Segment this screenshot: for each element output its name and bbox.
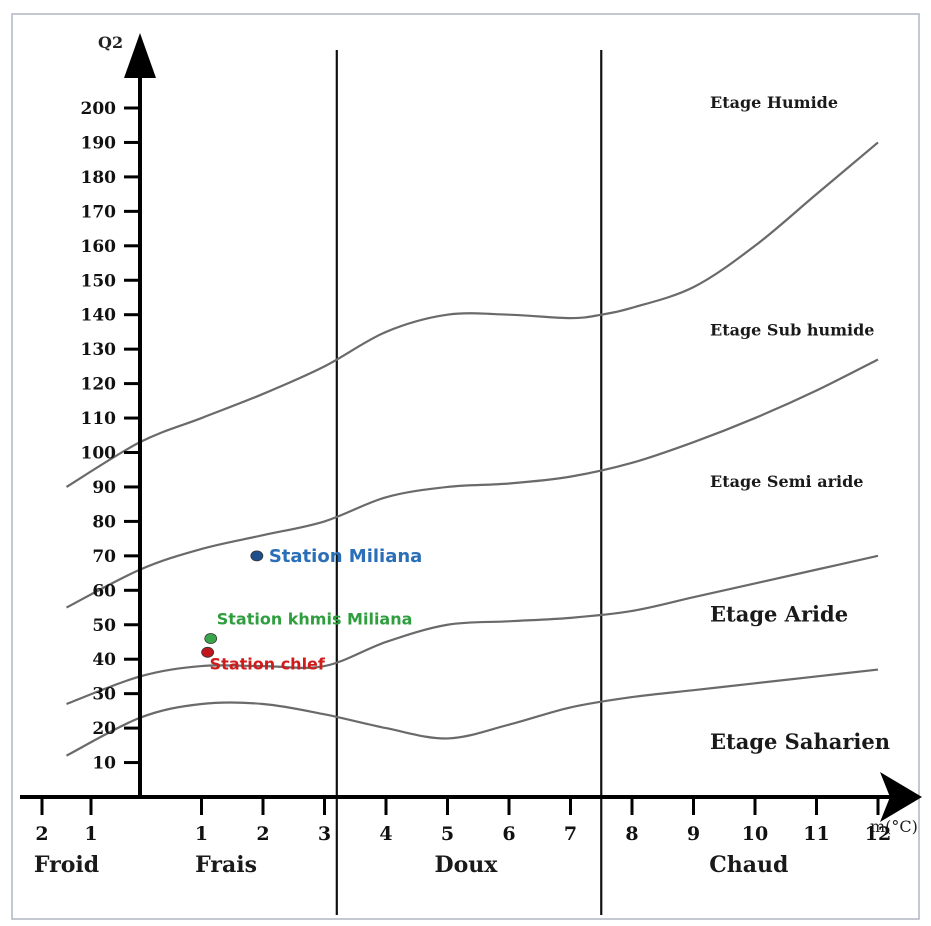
station-label: Station chlef — [210, 654, 326, 673]
etage-label: Etage Semi aride — [710, 472, 863, 491]
y-tick-label: 70 — [92, 547, 116, 567]
x-tick-label: 10 — [742, 823, 768, 845]
y-tick-label: 50 — [92, 616, 116, 636]
y-tick-label: 140 — [81, 306, 117, 326]
x-tick-label: 5 — [441, 823, 454, 845]
y-tick-label: 150 — [81, 271, 117, 291]
boundary-curve-4 — [65, 668, 879, 757]
y-tick-label: 170 — [81, 202, 117, 222]
y-tick-label: 60 — [92, 581, 116, 601]
y-tick-label: 100 — [81, 444, 117, 464]
y-tick-label: 120 — [81, 375, 117, 395]
x-tick-label: 7 — [564, 823, 577, 845]
x-tick-label: 3 — [318, 823, 331, 845]
zone-label: Froid — [34, 852, 99, 878]
y-tick-label: 90 — [92, 478, 116, 498]
station-point — [201, 646, 215, 658]
y-tick-label: 20 — [92, 719, 116, 739]
x-tick-label: 11 — [803, 823, 829, 845]
x-tick-label: 4 — [379, 823, 392, 845]
x-tick-label: 2 — [256, 823, 269, 845]
etage-label: Etage Humide — [710, 93, 838, 112]
etage-label: Etage Aride — [710, 601, 848, 626]
station-point — [204, 633, 218, 644]
boundary-curve-1 — [65, 141, 879, 488]
zone-label: Frais — [195, 852, 257, 878]
boundary-curve-2 — [65, 358, 879, 609]
chart-frame-border — [11, 13, 920, 920]
y-tick-label: 190 — [81, 133, 117, 153]
zone-label: Chaud — [709, 852, 788, 878]
x-tick-label: 1 — [84, 823, 97, 845]
etage-label: Etage Sub humide — [710, 320, 874, 339]
x-tick-label: 9 — [687, 823, 700, 845]
y-tick-label: 30 — [92, 685, 116, 705]
y-tick-label: 40 — [92, 650, 116, 670]
station-label: Station Miliana — [269, 546, 422, 567]
y-axis-arrow-icon — [124, 33, 156, 78]
y-axis-label: Q2 — [98, 33, 123, 52]
zone-label: Doux — [435, 852, 499, 878]
x-tick-label: 12 — [865, 823, 891, 845]
x-axis-arrow-icon — [880, 772, 922, 822]
y-tick-label: 180 — [81, 168, 117, 188]
x-tick-label: 2 — [35, 823, 48, 845]
y-tick-label: 10 — [92, 754, 116, 774]
x-tick-label: 6 — [502, 823, 515, 845]
y-tick-label: 130 — [81, 340, 117, 360]
boundary-curve-3 — [66, 554, 879, 706]
station-label: Station khmis Miliana — [217, 610, 413, 629]
x-tick-label: 1 — [195, 823, 208, 845]
y-tick-label: 80 — [92, 512, 116, 532]
x-axis-label: m(°C) — [870, 817, 918, 836]
y-tick-label: 200 — [81, 99, 117, 119]
y-tick-label: 110 — [81, 409, 117, 429]
station-point — [250, 550, 264, 562]
x-tick-label: 8 — [625, 823, 638, 845]
y-tick-label: 160 — [81, 237, 117, 257]
etage-label: Etage Saharien — [710, 729, 890, 754]
